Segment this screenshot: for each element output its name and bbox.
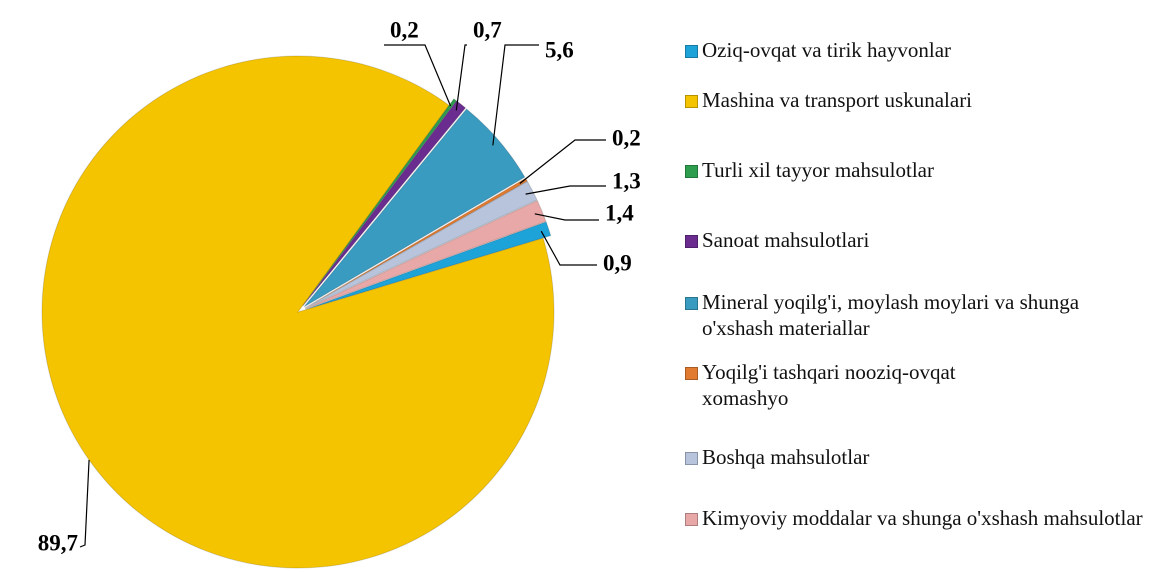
leader-line [384,44,452,107]
legend-swatch [685,452,698,465]
pie-slice [303,108,526,308]
legend-swatch [685,297,698,310]
legend-swatch [685,235,698,248]
pie-slice [305,221,552,310]
legend-swatch [685,165,698,178]
chart: 0,9 89,7 0,2 0,7 5,6 0,2 1,3 1,4 [38,17,641,569]
data-label: 89,7 [38,530,78,555]
legend-item: Oziq-ovqat va tirik hayvonlar [685,37,1165,63]
data-label: 0,7 [473,17,502,42]
legend-item: Sanoat mahsulotlari [685,227,1165,253]
legend-item: Boshqa mahsulotlar [685,444,1165,470]
legend-label: Boshqa mahsulotlar [702,445,870,469]
leader-line [79,459,90,548]
leader-line [455,44,467,111]
data-label: 0,9 [603,250,632,275]
legend-label: Sanoat mahsulotlari [702,228,870,252]
data-label: 0,2 [612,125,641,150]
data-label: 1,3 [612,168,641,193]
pie-slice [305,199,547,310]
pie-slice [304,180,538,309]
legend-swatch [685,367,698,380]
legend-label: Mineral yoqilg'i, moylash moylari va shu… [702,290,1080,340]
legend-item: Turli xil tayyor mahsulotlar [685,157,1165,183]
leader-line [492,44,539,146]
legend-label: Turli xil tayyor mahsulotlar [702,158,934,182]
leader-line [525,185,606,195]
legend-label: Kimyoviy moddalar va shunga o'xshash mah… [702,506,1143,530]
legend-item: Mineral yoqilg'i, moylash moylari va shu… [685,289,1155,341]
legend-label: Mashina va transport uskunalari [702,88,973,112]
legend-swatch [685,95,698,108]
legend-item: Yoqilg'i tashqari nooziq-ovqat xomashyo [685,359,1045,411]
legend-item: Kimyoviy moddalar va shunga o'xshash mah… [685,505,1172,531]
pie-slice [302,100,467,307]
legend-item: Mashina va transport uskunalari [685,87,1165,113]
data-label: 1,4 [605,200,634,225]
leader-line [534,213,599,221]
data-label: 0,2 [390,17,419,42]
legend-swatch [685,513,698,526]
data-label: 5,6 [545,37,574,62]
legend-swatch [685,45,698,58]
pie-slice [41,55,555,569]
legend-label: Yoqilg'i tashqari nooziq-ovqat xomashyo [702,360,956,410]
leader-line [519,139,606,185]
pie-slice [302,98,458,306]
leader-line [540,230,597,266]
legend-label: Oziq-ovqat va tirik hayvonlar [702,38,952,62]
